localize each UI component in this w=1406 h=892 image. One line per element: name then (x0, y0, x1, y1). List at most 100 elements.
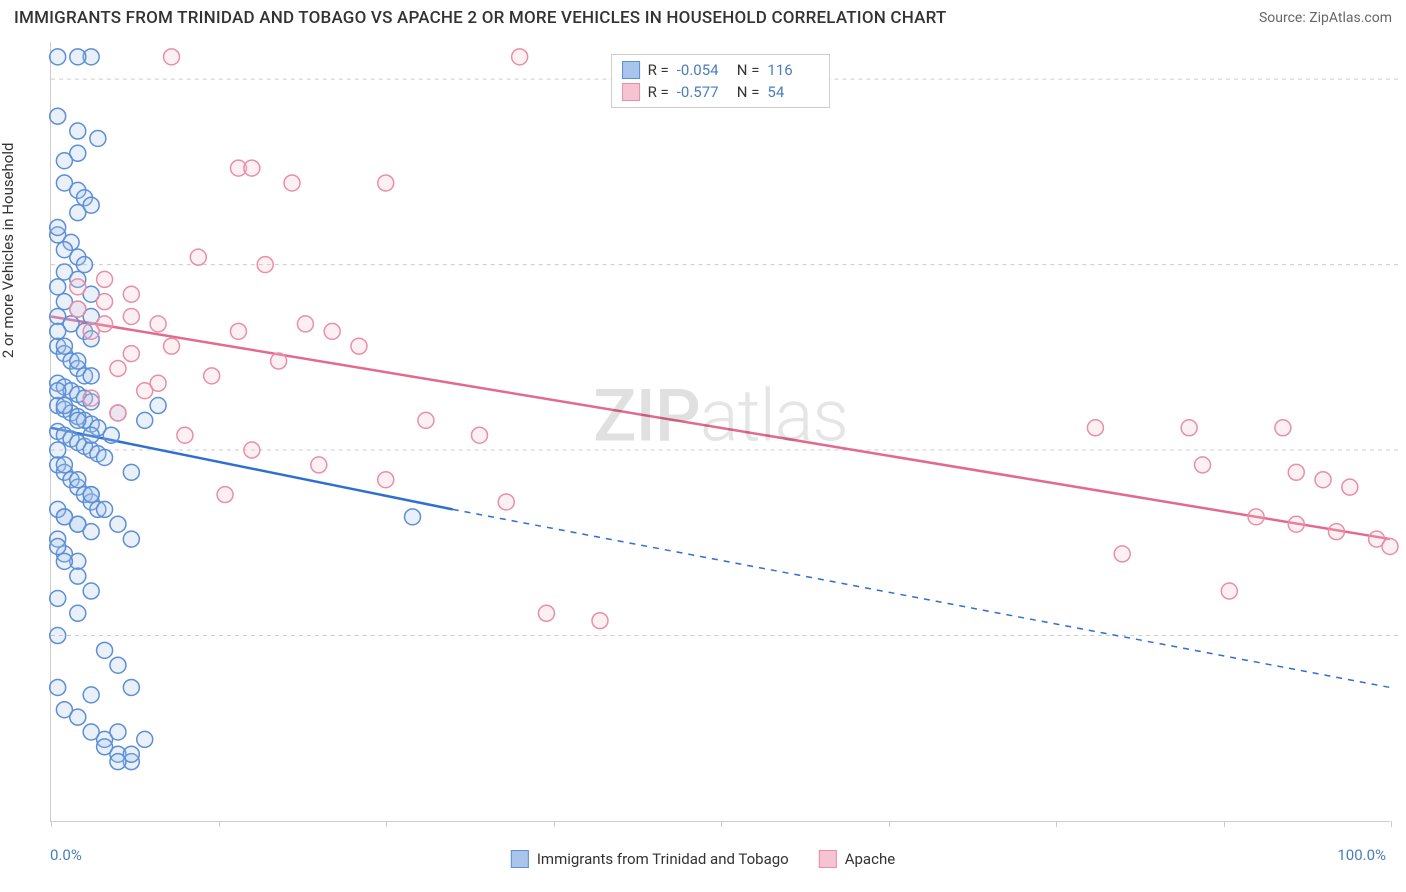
data-point (244, 160, 260, 176)
data-point (110, 360, 126, 376)
chart-title: IMMIGRANTS FROM TRINIDAD AND TOBAGO VS A… (14, 8, 947, 28)
x-tick (1391, 821, 1392, 827)
data-point (83, 524, 99, 540)
data-point (83, 487, 99, 503)
x-tick (219, 821, 220, 827)
data-point (1288, 516, 1304, 532)
data-point (1114, 546, 1130, 562)
data-point (56, 398, 72, 414)
r-value-apache: -0.577 (677, 83, 729, 101)
data-point (70, 205, 86, 221)
data-point (311, 457, 327, 473)
data-point (70, 472, 86, 488)
chart-container: 2 or more Vehicles in Household ZIPatlas… (0, 32, 1406, 882)
legend-item-trinidad: Immigrants from Trinidad and Tobago (511, 850, 789, 868)
data-point (177, 427, 193, 443)
data-point (56, 153, 72, 169)
n-label: N = (737, 61, 760, 79)
trend-line-dashed (453, 509, 1390, 687)
data-point (351, 338, 367, 354)
data-point (50, 539, 66, 555)
x-tick (386, 821, 387, 827)
n-label-2: N = (737, 83, 760, 101)
data-point (56, 242, 72, 258)
r-value-trinidad: -0.054 (677, 61, 729, 79)
data-point (150, 375, 166, 391)
data-point (56, 553, 72, 569)
data-point (1221, 583, 1237, 599)
x-tick (554, 821, 555, 827)
data-point (97, 294, 113, 310)
data-point (50, 323, 66, 339)
data-point (150, 398, 166, 414)
data-point (123, 309, 139, 325)
data-point (1382, 539, 1398, 555)
data-point (103, 427, 119, 443)
data-point (76, 257, 92, 273)
data-point (123, 346, 139, 362)
data-point (56, 338, 72, 354)
legend-label-apache: Apache (845, 850, 895, 868)
data-point (97, 739, 113, 755)
data-point (97, 271, 113, 287)
data-point (83, 583, 99, 599)
data-point (110, 516, 126, 532)
data-point (1342, 479, 1358, 495)
plot-svg (51, 42, 1390, 821)
data-point (50, 628, 66, 644)
data-point (70, 123, 86, 139)
data-point (230, 323, 246, 339)
data-point (50, 279, 66, 295)
x-tick (721, 821, 722, 827)
data-point (50, 108, 66, 124)
stats-legend: R = -0.054 N = 116 R = -0.577 N = 54 (611, 54, 831, 108)
data-point (164, 338, 180, 354)
data-point (297, 316, 313, 332)
data-point (83, 368, 99, 384)
data-point (83, 724, 99, 740)
data-point (90, 130, 106, 146)
legend-item-apache: Apache (819, 850, 895, 868)
data-point (50, 219, 66, 235)
data-point (50, 679, 66, 695)
data-point (538, 605, 554, 621)
data-point (123, 531, 139, 547)
data-point (1275, 420, 1291, 436)
data-point (97, 642, 113, 658)
data-point (217, 487, 233, 503)
data-point (97, 501, 113, 517)
x-tick (51, 821, 52, 827)
x-tick (1224, 821, 1225, 827)
data-point (110, 405, 126, 421)
n-value-apache: 54 (767, 83, 819, 101)
data-point (70, 709, 86, 725)
data-point (190, 249, 206, 265)
data-point (50, 442, 66, 458)
y-axis-title: 2 or more Vehicles in Household (0, 143, 17, 359)
data-point (70, 605, 86, 621)
data-point (1288, 464, 1304, 480)
data-point (50, 383, 66, 399)
x-axis-max-label: 100.0% (1337, 846, 1386, 864)
data-point (137, 731, 153, 747)
data-point (1315, 472, 1331, 488)
bottom-legend: Immigrants from Trinidad and Tobago Apac… (511, 850, 895, 868)
data-point (83, 687, 99, 703)
legend-label-trinidad: Immigrants from Trinidad and Tobago (537, 850, 789, 868)
stats-row-trinidad: R = -0.054 N = 116 (622, 59, 820, 81)
data-point (1195, 457, 1211, 473)
data-point (592, 613, 608, 629)
r-label: R = (648, 61, 669, 79)
data-point (324, 323, 340, 339)
stats-row-apache: R = -0.577 N = 54 (622, 81, 820, 103)
data-point (418, 412, 434, 428)
n-value-trinidad: 116 (767, 61, 819, 79)
data-point (1087, 420, 1103, 436)
data-point (123, 679, 139, 695)
data-point (70, 279, 86, 295)
data-point (70, 412, 86, 428)
plot-area: ZIPatlas R = -0.054 N = 116 R = -0.577 N… (50, 42, 1390, 822)
data-point (110, 657, 126, 673)
data-point (70, 301, 86, 317)
data-point (378, 472, 394, 488)
